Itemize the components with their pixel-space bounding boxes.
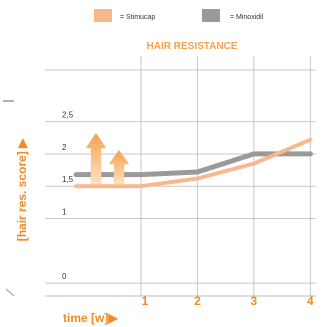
y-tick-label: 0: [62, 272, 67, 281]
legend-swatch-stimucap: [94, 9, 112, 22]
legend-swatch-minoxidil: [202, 9, 220, 22]
x-tick-labels: 1 2 3 4: [142, 294, 314, 308]
x-tick-label: 1: [142, 294, 149, 308]
x-tick-label: 4: [307, 294, 314, 308]
legend-label-minoxidil: = Minoxidil: [230, 14, 264, 21]
x-tick-label: 2: [194, 294, 201, 308]
x-axis-label: time [w]▶: [63, 311, 118, 325]
y-axis-label: [hair res. score] ▶: [15, 138, 29, 241]
series-line-stimucap: [74, 137, 313, 189]
y-tick-label: 2: [62, 143, 67, 152]
up-arrow-large-icon: [85, 132, 107, 185]
legend: = Stimucap = Minoxidil: [94, 9, 264, 22]
legend-label-stimucap: = Stimucap: [120, 14, 155, 21]
grid: [45, 56, 316, 297]
up-arrow-small-icon: [108, 149, 130, 185]
x-tick-label: 3: [251, 294, 258, 308]
y-tick-label: 1: [62, 208, 67, 217]
y-tick-label: 2,5: [62, 111, 74, 120]
decorative-tick-bottom: [5, 288, 15, 297]
y-tick-labels: 0 1 1,5 2 2,5: [62, 111, 74, 281]
increase-arrows: [85, 132, 130, 185]
chart-title: HAIR RESISTANCE: [147, 41, 238, 52]
y-tick-label: 1,5: [62, 175, 74, 184]
